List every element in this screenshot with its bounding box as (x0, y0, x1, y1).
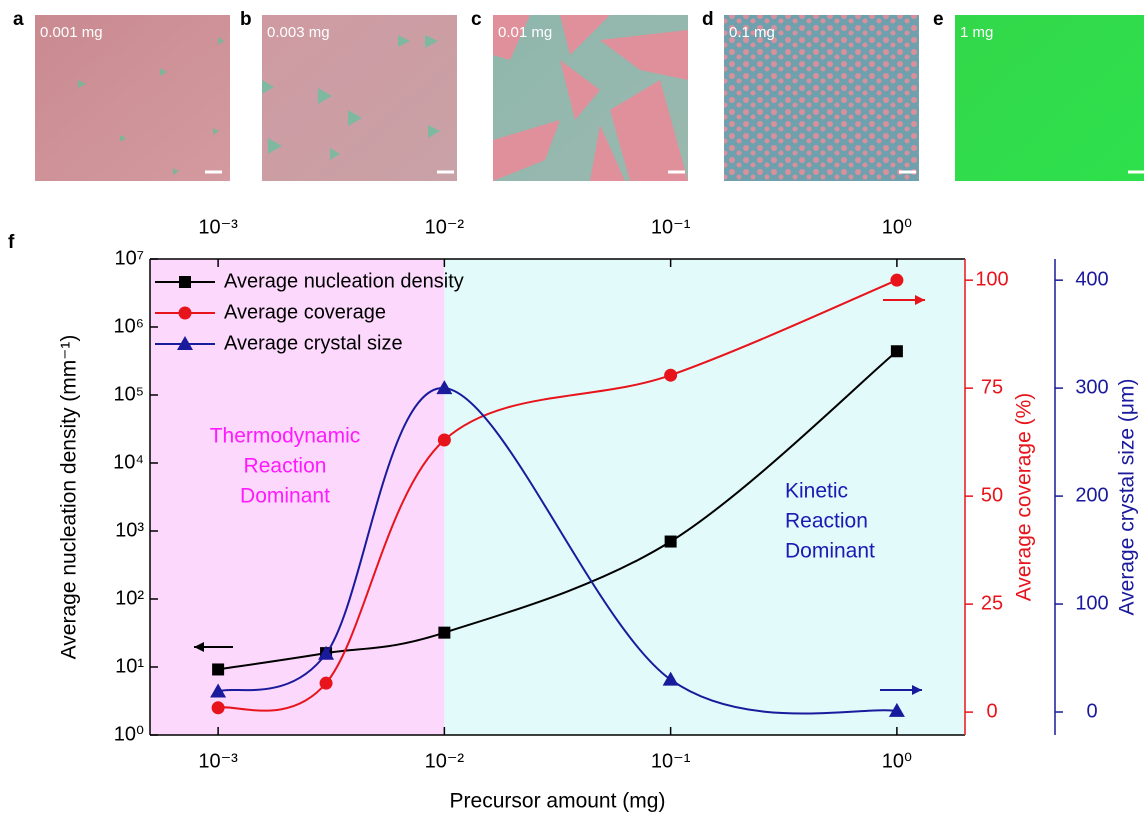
marker (891, 345, 903, 357)
y3-tick-label: 0 (1086, 700, 1097, 722)
x-tick-label: 10⁻¹ (651, 216, 691, 238)
legend-label: Average coverage (224, 301, 386, 323)
y3-axis-label: Average crystal size (μm) (1116, 379, 1139, 616)
x-tick-label: 10⁻³ (198, 750, 238, 772)
annotation: Thermodynamic (210, 425, 361, 448)
annotation: Dominant (240, 485, 330, 508)
page: {"panels": [ {"letter": "a", "label": "0… (0, 0, 1144, 819)
x-tick-label: 10⁰ (882, 750, 912, 772)
y3-tick-label: 200 (1075, 484, 1108, 506)
y-tick-label: 10¹ (115, 655, 144, 677)
y-tick-label: 10⁵ (113, 383, 144, 405)
panel-label: 0.001 mg (40, 24, 103, 41)
panel-letter: b (240, 9, 252, 30)
x-tick-label: 10⁻³ (198, 216, 238, 238)
y-tick-label: 10³ (115, 519, 144, 541)
y2-tick-label: 100 (975, 268, 1008, 290)
y3-tick-label: 300 (1075, 376, 1108, 398)
panel-letter: c (471, 9, 482, 30)
annotation: Reaction (785, 510, 868, 533)
annotation: Reaction (244, 455, 327, 478)
legend-marker (179, 276, 191, 288)
marker (438, 627, 450, 639)
marker (212, 701, 225, 714)
y2-axis-label: Average coverage (%) (1013, 393, 1036, 602)
x-tick-label: 10⁰ (882, 216, 912, 238)
legend-marker (179, 307, 192, 320)
marker (438, 433, 451, 446)
figure: a 0.001 mg b 0.003 mg c 0.01 mg d 0.1 mg e 1 mg f 1… (0, 0, 1144, 819)
marker (890, 274, 903, 287)
y3-tick-label: 100 (1075, 592, 1108, 614)
panel-letter: a (13, 9, 24, 30)
y2-tick-label: 25 (981, 592, 1003, 614)
marker (665, 536, 677, 548)
panel-letter: f (8, 232, 15, 253)
x-tick-label: 10⁻² (425, 750, 465, 772)
region (444, 259, 965, 735)
y-axis-label: Average nucleation density (mm⁻¹) (58, 335, 81, 660)
y-tick-label: 10⁴ (113, 451, 144, 473)
y-tick-label: 10⁷ (115, 247, 144, 269)
marker (664, 369, 677, 382)
x-tick-label: 10⁻² (425, 216, 465, 238)
panel-letter: d (702, 9, 714, 30)
y-tick-label: 10⁶ (114, 315, 144, 337)
y3-tick-label: 400 (1075, 268, 1108, 290)
legend-label: Average crystal size (224, 332, 403, 354)
y-tick-label: 10² (115, 587, 144, 609)
annotation: Kinetic (785, 480, 848, 503)
marker (212, 663, 224, 675)
annotation: Dominant (785, 540, 875, 563)
x-axis-label: Precursor amount (mg) (450, 790, 666, 813)
y2-tick-label: 50 (981, 484, 1003, 506)
y2-tick-label: 75 (981, 376, 1003, 398)
marker (320, 677, 333, 690)
x-tick-label: 10⁻¹ (651, 750, 691, 772)
panel-label: 0.01 mg (498, 24, 552, 41)
panel-label: 0.1 mg (729, 24, 775, 41)
y2-tick-label: 0 (986, 700, 997, 722)
panel-label: 0.003 mg (267, 24, 330, 41)
panel-label: 1 mg (960, 24, 993, 41)
panel-letter: e (933, 9, 944, 30)
y-tick-label: 10⁰ (114, 723, 144, 745)
legend-label: Average nucleation density (224, 270, 464, 292)
